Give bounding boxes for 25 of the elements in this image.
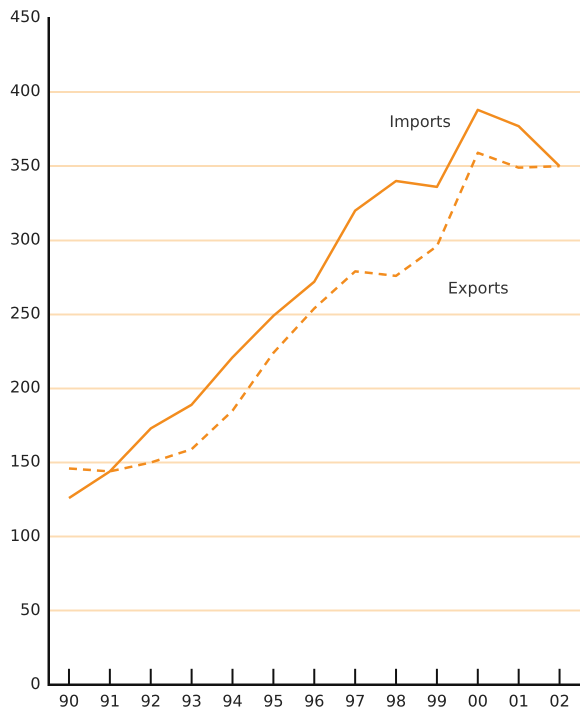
y-tick-label: 200	[10, 378, 41, 397]
x-tick-label: 90	[58, 692, 80, 711]
x-tick-label: 93	[181, 692, 202, 711]
y-tick-label: 0	[30, 674, 41, 693]
y-tick-label: 300	[10, 229, 41, 248]
x-tick-label: 97	[344, 692, 366, 711]
text: Exports	[448, 278, 509, 298]
x-tick-label: 00	[468, 692, 488, 711]
x-tick-label: 02	[549, 692, 570, 711]
x-tick-label: 92	[140, 692, 161, 711]
x-tick-label: 95	[263, 692, 284, 711]
x-tick-label: 01	[508, 692, 529, 711]
x-tick-label: 99	[426, 692, 448, 711]
x-tick-label: 98	[386, 692, 406, 711]
y-tick-label: 50	[20, 600, 41, 619]
y-tick-label: 450	[10, 7, 41, 26]
y-tick-label: 350	[10, 155, 41, 174]
series-label: Imports	[389, 112, 451, 132]
x-tick-label: 91	[100, 692, 120, 711]
x-tick-label: 94	[222, 692, 243, 711]
x-tick-label: 96	[304, 692, 324, 711]
y-tick-label: 400	[10, 81, 41, 100]
y-tick-label: 150	[10, 452, 41, 471]
y-tick-label: 250	[10, 304, 41, 323]
y-tick-label: 100	[10, 526, 41, 545]
